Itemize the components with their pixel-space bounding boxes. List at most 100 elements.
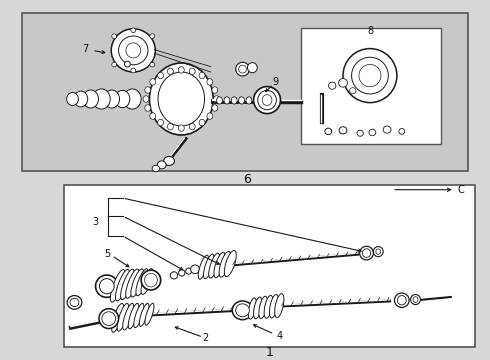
Ellipse shape xyxy=(112,303,123,332)
Ellipse shape xyxy=(141,270,161,290)
Ellipse shape xyxy=(119,36,148,65)
Ellipse shape xyxy=(145,87,151,93)
Ellipse shape xyxy=(139,303,149,327)
Ellipse shape xyxy=(359,64,381,87)
Text: 9: 9 xyxy=(272,77,278,87)
Ellipse shape xyxy=(126,43,141,58)
Ellipse shape xyxy=(224,97,230,104)
Ellipse shape xyxy=(258,90,276,110)
Ellipse shape xyxy=(143,96,149,102)
Ellipse shape xyxy=(110,270,125,302)
Ellipse shape xyxy=(191,265,199,274)
Ellipse shape xyxy=(134,303,144,328)
Ellipse shape xyxy=(232,301,253,320)
Ellipse shape xyxy=(350,88,356,94)
Ellipse shape xyxy=(339,127,347,134)
Ellipse shape xyxy=(164,156,174,166)
Ellipse shape xyxy=(99,279,114,294)
Ellipse shape xyxy=(150,34,155,39)
Ellipse shape xyxy=(339,78,347,87)
Ellipse shape xyxy=(376,249,381,254)
Ellipse shape xyxy=(157,161,166,169)
Text: 3: 3 xyxy=(93,217,98,227)
Ellipse shape xyxy=(96,275,118,297)
Ellipse shape xyxy=(198,255,208,279)
Text: C: C xyxy=(457,185,464,195)
Ellipse shape xyxy=(239,65,246,73)
Ellipse shape xyxy=(219,251,231,277)
Ellipse shape xyxy=(264,295,273,318)
Ellipse shape xyxy=(325,128,332,135)
Ellipse shape xyxy=(217,97,222,104)
Ellipse shape xyxy=(411,294,420,305)
Ellipse shape xyxy=(131,269,144,297)
Ellipse shape xyxy=(145,273,157,287)
Ellipse shape xyxy=(121,269,134,300)
Text: 7: 7 xyxy=(83,44,89,54)
Ellipse shape xyxy=(254,297,262,319)
Text: 6: 6 xyxy=(244,173,251,186)
Ellipse shape xyxy=(209,253,220,278)
Ellipse shape xyxy=(99,309,119,328)
Bar xyxy=(64,185,475,347)
Ellipse shape xyxy=(343,49,397,103)
Ellipse shape xyxy=(158,119,164,126)
Ellipse shape xyxy=(236,304,249,317)
Ellipse shape xyxy=(413,297,418,302)
Ellipse shape xyxy=(141,269,153,294)
Ellipse shape xyxy=(115,90,130,108)
Ellipse shape xyxy=(248,298,256,319)
Ellipse shape xyxy=(152,165,160,172)
Ellipse shape xyxy=(150,113,156,120)
Ellipse shape xyxy=(189,123,195,130)
Ellipse shape xyxy=(247,63,257,73)
Ellipse shape xyxy=(369,129,376,136)
Ellipse shape xyxy=(394,293,409,307)
Ellipse shape xyxy=(246,97,252,104)
Ellipse shape xyxy=(362,249,371,257)
Ellipse shape xyxy=(399,129,405,134)
Ellipse shape xyxy=(145,105,151,111)
Ellipse shape xyxy=(93,89,110,109)
Ellipse shape xyxy=(214,96,220,102)
Ellipse shape xyxy=(124,61,130,67)
Ellipse shape xyxy=(178,67,184,73)
Ellipse shape xyxy=(104,90,120,108)
Ellipse shape xyxy=(203,254,214,279)
Ellipse shape xyxy=(259,296,268,319)
Ellipse shape xyxy=(112,34,117,39)
Ellipse shape xyxy=(168,123,173,130)
Ellipse shape xyxy=(357,130,363,136)
Ellipse shape xyxy=(373,247,383,257)
Ellipse shape xyxy=(189,68,195,75)
Ellipse shape xyxy=(150,78,156,85)
Ellipse shape xyxy=(74,91,88,107)
Ellipse shape xyxy=(67,296,82,309)
Ellipse shape xyxy=(214,252,225,278)
Ellipse shape xyxy=(186,268,192,274)
Ellipse shape xyxy=(150,62,155,67)
Ellipse shape xyxy=(199,72,205,79)
Ellipse shape xyxy=(352,57,388,94)
Ellipse shape xyxy=(212,105,218,111)
Ellipse shape xyxy=(262,95,272,105)
Ellipse shape xyxy=(111,29,155,72)
Ellipse shape xyxy=(178,125,184,131)
Ellipse shape xyxy=(116,269,129,301)
Text: 8: 8 xyxy=(367,26,373,36)
Ellipse shape xyxy=(275,294,284,318)
Ellipse shape xyxy=(270,294,278,318)
Ellipse shape xyxy=(122,303,134,330)
Ellipse shape xyxy=(239,97,245,104)
Ellipse shape xyxy=(117,303,129,331)
Ellipse shape xyxy=(158,72,205,126)
Ellipse shape xyxy=(329,82,336,89)
Ellipse shape xyxy=(207,113,213,120)
Ellipse shape xyxy=(67,93,78,105)
Ellipse shape xyxy=(397,296,406,305)
Bar xyxy=(22,13,468,171)
Ellipse shape xyxy=(128,303,139,329)
Ellipse shape xyxy=(224,251,236,276)
Ellipse shape xyxy=(145,303,154,325)
Ellipse shape xyxy=(131,68,136,73)
